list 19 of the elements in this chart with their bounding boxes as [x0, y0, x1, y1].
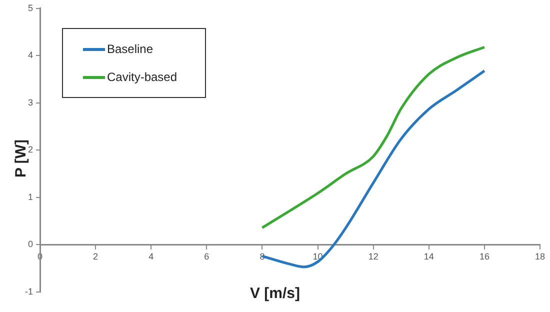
y-tick-label: 3 — [28, 97, 33, 108]
x-tick-label: 16 — [479, 252, 490, 262]
y-tick-label: 2 — [28, 144, 33, 155]
y-tick-label: 0 — [28, 239, 33, 250]
x-axis-title: V [m/s] — [250, 285, 300, 302]
y-tick-label: 1 — [28, 192, 33, 202]
x-tick-label: 14 — [424, 252, 434, 262]
x-tick-label: 6 — [204, 252, 210, 262]
y-axis-title: P [W] — [12, 139, 30, 178]
x-tick-label: 18 — [534, 252, 546, 262]
y-tick-label: 4 — [28, 50, 33, 60]
legend-label: Baseline — [107, 42, 154, 56]
line-series — [260, 46, 486, 230]
x-tick-label: 2 — [93, 252, 98, 262]
x-tick-label: 12 — [368, 252, 378, 262]
x-tick-label: 4 — [148, 252, 154, 262]
y-tick-label: 5 — [28, 2, 33, 13]
y-tick-label: -1 — [24, 286, 33, 296]
legend-label: Cavity-based — [107, 70, 178, 84]
